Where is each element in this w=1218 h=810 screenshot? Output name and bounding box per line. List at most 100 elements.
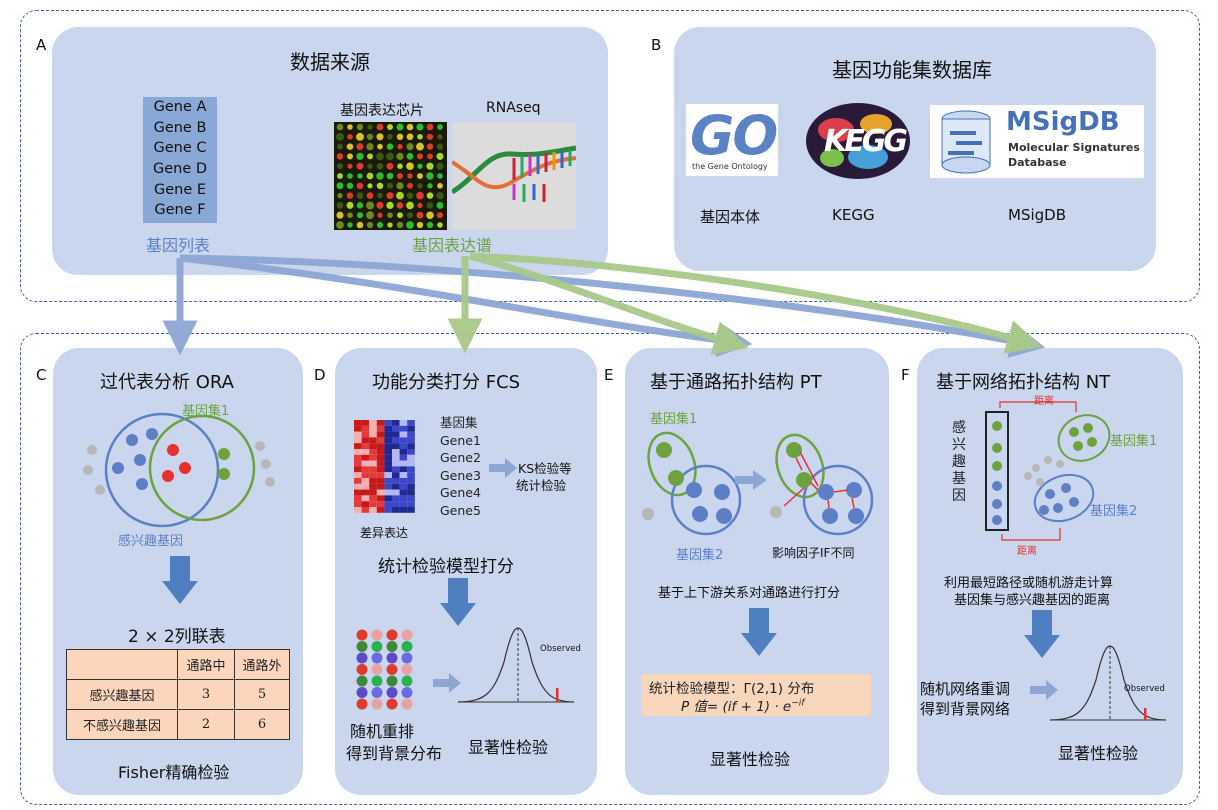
set2-label-f: 基因集2 xyxy=(1090,504,1138,519)
heatmap-cell xyxy=(369,478,377,484)
permutation-ball xyxy=(356,664,368,675)
microarray-spot xyxy=(336,132,344,141)
permutation-ball xyxy=(386,664,398,675)
heatmap-cell xyxy=(392,431,400,438)
microarray-spot xyxy=(396,191,404,200)
microarray-spot xyxy=(396,133,404,141)
msigdb-logo-sub1: Molecular Signatures xyxy=(1008,141,1140,154)
heatmap-cell xyxy=(376,472,385,478)
ks-label-1: KS检验等 xyxy=(518,461,572,476)
permute-label-1: 随机重排 xyxy=(350,722,415,741)
heatmap-cell xyxy=(376,495,385,502)
microarray-spot xyxy=(356,182,364,190)
microarray-spot xyxy=(366,142,374,151)
heatmap-cell xyxy=(376,507,385,513)
go-logo: GO the Gene Ontology xyxy=(686,104,778,176)
observed-label-f: Observed xyxy=(1124,684,1165,694)
microarray-spot xyxy=(356,143,364,151)
gene-item: Gene C xyxy=(153,140,207,157)
microarray-spot xyxy=(356,192,364,199)
heatmap-cell xyxy=(399,449,408,455)
microarray-spot xyxy=(386,192,394,200)
microarray-spot xyxy=(397,173,403,179)
ks-label-2: 统计检验 xyxy=(516,478,567,493)
heatmap-cell xyxy=(407,478,415,484)
panel-f-letter: F xyxy=(901,366,910,384)
microarray-spot xyxy=(397,212,403,219)
heatmap-cell xyxy=(407,420,415,426)
microarray-spot xyxy=(416,221,424,229)
microarray-spot xyxy=(437,124,443,130)
permutation-ball xyxy=(401,652,413,664)
microarray-spot xyxy=(396,152,404,161)
microarray-spot xyxy=(356,221,364,229)
heatmap-cell xyxy=(384,489,392,496)
msigdb-label: MSigDB xyxy=(1008,206,1066,224)
microarray-spot xyxy=(366,201,374,210)
permutation-ball xyxy=(371,687,383,698)
heatmap-cell xyxy=(392,489,400,496)
microarray-spot xyxy=(426,133,434,140)
heatmap-cell xyxy=(376,437,385,444)
microarray-spot xyxy=(366,172,374,180)
heatmap-cell xyxy=(354,472,362,478)
geneset-list: 基因集 Gene1 Gene2 Gene3 Gene4 Gene5 xyxy=(440,414,481,519)
microarray-spot xyxy=(386,143,394,150)
microarray-spot xyxy=(366,211,374,220)
microarray-spot xyxy=(406,192,414,199)
heatmap-cell xyxy=(361,420,370,426)
contingency-table: 通路中 通路外 感兴趣基因 3 5 不感兴趣基因 2 6 xyxy=(66,649,290,740)
microarray-spot xyxy=(407,173,413,179)
microarray-spot xyxy=(437,182,443,189)
microarray-spot xyxy=(386,162,394,170)
heatmap-cell xyxy=(369,431,377,438)
panel-a-title: 数据来源 xyxy=(290,50,370,74)
heatmap-cell xyxy=(376,489,385,496)
heatmap-cell xyxy=(384,449,392,455)
heatmap-cell xyxy=(399,460,408,467)
vertical-char: 因 xyxy=(952,488,966,504)
heatmap-cell xyxy=(354,507,362,513)
microarray-spot xyxy=(426,172,434,180)
msigdb-logo: MSigDB Molecular Signatures Database xyxy=(930,105,1144,178)
set1-label-c: 基因集1 xyxy=(182,404,230,419)
microarray-spot xyxy=(356,132,364,141)
microarray-spot xyxy=(436,212,444,219)
table-cell: 2 xyxy=(177,709,235,740)
panel-e xyxy=(625,348,889,795)
microarray-spot xyxy=(436,191,444,200)
permutation-ball xyxy=(371,652,383,664)
microarray-spot xyxy=(417,202,423,209)
microarray-spot xyxy=(347,173,353,179)
microarray-spot xyxy=(426,143,434,150)
heatmap-cell xyxy=(354,425,362,432)
set1-label-f: 基因集1 xyxy=(1110,434,1158,449)
geneset-item: Gene4 xyxy=(440,485,481,500)
microarray-spot xyxy=(376,201,384,209)
network-diagram xyxy=(985,401,1111,541)
heatmap-cell xyxy=(392,472,400,478)
heatmap-cell xyxy=(354,478,362,484)
heatmap-cell xyxy=(392,495,400,502)
heatmap-cell xyxy=(384,495,392,502)
microarray-spot xyxy=(417,163,423,169)
microarray-spot xyxy=(396,182,404,190)
gene-item: Gene B xyxy=(153,119,207,136)
heatmap-cell xyxy=(369,495,377,502)
microarray-spot xyxy=(417,173,423,179)
microarray-spot xyxy=(426,202,434,209)
microarray-spot xyxy=(367,183,373,189)
permutation-ball xyxy=(386,652,398,664)
table-cell: 3 xyxy=(177,679,235,710)
microarray-spot xyxy=(396,123,404,131)
microarray-spot xyxy=(427,183,433,189)
right-arrow-d2 xyxy=(433,673,461,693)
heatmap-cell xyxy=(407,483,415,490)
heatmap-cell xyxy=(369,437,377,444)
heatmap-cell xyxy=(361,501,370,507)
heatmap-cell xyxy=(361,454,370,461)
interest-genes-vertical: 感 兴 趣 基 因 xyxy=(952,420,970,505)
microarray-spot xyxy=(436,143,444,150)
network-caption-2: 基因集与感兴趣基因的距离 xyxy=(954,593,1111,608)
observed-label-d: Observed xyxy=(540,644,581,654)
